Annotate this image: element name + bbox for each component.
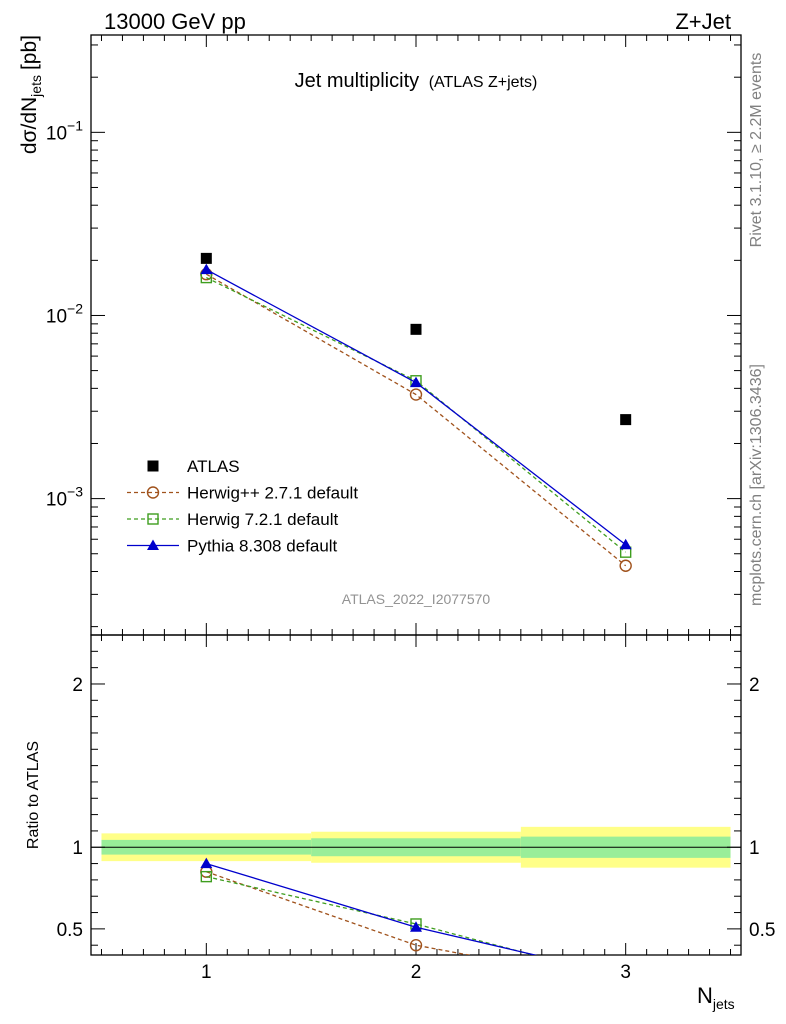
main-series-0-point [410, 323, 422, 335]
main-y-axis-label-unit: [pb] [18, 35, 41, 70]
ratio-series-0-point [409, 939, 423, 952]
main-series-3-point [410, 376, 422, 388]
legend: ATLAS Herwig++ 2.7.1 default Herwig 7.2.1 … [127, 457, 358, 556]
side-mcplots-label: mcplots.cern.ch [arXiv:1306.3436] [748, 364, 765, 606]
main-y-axis-label-sub: jets [28, 75, 44, 98]
ratio-y-tick-label-right: 1 [749, 838, 760, 859]
ratio-plot-series [200, 857, 538, 955]
legend-label: Herwig 7.2.1 default [187, 510, 338, 529]
axis-ticks: 1 2 310−110−210−30.5 0.51 12 2 [46, 35, 775, 983]
ratio-y-tick-label-left: 1 [72, 838, 83, 859]
main-y-axis-label: dσ/dNjets [pb] [18, 35, 44, 154]
x-axis-label: Njets [697, 983, 735, 1012]
main-series-3-point [200, 263, 213, 275]
side-rivet-label: Rivet 3.1.10, ≥ 2.2M events [748, 53, 765, 248]
main-plot-title-main: Jet multiplicity [295, 70, 419, 92]
x-tick-label: 1 [201, 962, 212, 983]
legend-marker [147, 539, 159, 550]
x-tick-label: 2 [411, 962, 422, 983]
main-plot-series [200, 252, 632, 572]
header-energy-label: 13000 GeV pp [104, 9, 246, 34]
x-tick-label: 3 [620, 962, 631, 983]
ratio-plot-frame [90, 634, 742, 956]
legend-marker [146, 486, 160, 499]
main-series-1-point [619, 559, 632, 572]
ratio-series-2-point [200, 857, 213, 869]
ratio-y-tick-label-left: 2 [72, 675, 83, 696]
ratio-y-tick-label-left: 0.5 [57, 920, 83, 941]
ratio-series-1-point [200, 870, 213, 883]
main-y-tick-label-exp: −1 [67, 117, 83, 133]
legend-label: Herwig++ 2.7.1 default [187, 484, 358, 503]
ratio-y-axis-label: Ratio to ATLAS [25, 741, 42, 849]
ratio-y-tick-label-right: 2 [749, 675, 760, 696]
header-process-label: Z+Jet [675, 9, 731, 34]
main-series-0-point [620, 414, 632, 426]
ratio-series-1-line [206, 875, 536, 955]
legend-marker [147, 513, 159, 525]
legend-marker [147, 460, 159, 472]
ratio-y-tick-label-right: 0.5 [749, 920, 775, 941]
ratio-series-2-line [206, 862, 538, 955]
x-axis-label-main: N [697, 983, 713, 1008]
main-series-1-line [205, 273, 627, 567]
main-series-1-point [409, 388, 423, 401]
main-series-3-point [619, 538, 632, 550]
main-series-0-point [200, 252, 212, 264]
legend-label: Pythia 8.308 default [187, 537, 338, 556]
main-y-axis-label-main: dσ/dN [18, 97, 41, 154]
ratio-series-2-point [410, 921, 422, 932]
main-y-tick-label-base: 10 [46, 490, 67, 511]
legend-label: ATLAS [187, 457, 240, 476]
main-y-tick-label-exp: −2 [67, 300, 83, 316]
main-y-tick-label-base: 10 [46, 306, 67, 327]
analysis-id-label: ATLAS_2022_I2077570 [342, 591, 491, 607]
x-axis-label-sub: jets [712, 996, 735, 1012]
main-y-tick-label-exp: −3 [67, 484, 83, 500]
main-plot-title-sub: (ATLAS Z+jets) [429, 74, 538, 91]
main-y-tick-label-base: 10 [46, 123, 67, 144]
main-y-tick-label: 10−2 [46, 300, 83, 327]
main-y-tick-label: 10−3 [46, 484, 83, 511]
main-plot-title: Jet multiplicity (ATLAS Z+jets) [295, 70, 538, 92]
main-y-tick-label: 10−1 [46, 117, 83, 144]
